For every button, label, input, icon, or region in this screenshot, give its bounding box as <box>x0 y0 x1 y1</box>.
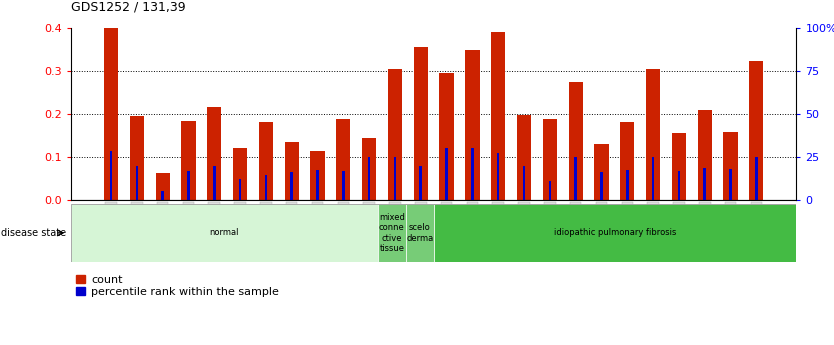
Bar <box>368 157 370 200</box>
Bar <box>362 138 376 200</box>
Bar <box>445 148 448 200</box>
Text: GDS1252 / 131,39: GDS1252 / 131,39 <box>71 1 185 14</box>
Bar <box>703 168 706 200</box>
Bar <box>135 166 138 200</box>
Bar <box>652 157 655 200</box>
Text: mixed
conne
ctive
tissue: mixed conne ctive tissue <box>379 213 404 253</box>
Text: disease state: disease state <box>1 228 66 238</box>
Bar <box>626 170 629 200</box>
Bar <box>723 132 737 200</box>
Bar <box>207 107 221 200</box>
Text: normal: normal <box>209 228 239 237</box>
Bar <box>406 204 434 262</box>
Bar <box>161 190 164 200</box>
Bar <box>465 50 480 200</box>
Bar <box>543 119 557 200</box>
Bar <box>264 175 267 200</box>
Bar <box>646 69 661 200</box>
Bar <box>414 47 428 200</box>
Bar <box>595 144 609 200</box>
Bar <box>517 115 531 200</box>
Bar <box>104 28 118 200</box>
Bar <box>440 73 454 200</box>
Bar <box>239 179 241 200</box>
Bar <box>316 170 319 200</box>
Bar <box>420 166 422 200</box>
Bar <box>729 169 732 200</box>
Text: scelo
derma: scelo derma <box>406 223 434 243</box>
Legend: count, percentile rank within the sample: count, percentile rank within the sample <box>77 275 279 297</box>
Bar <box>491 32 505 200</box>
Bar <box>290 172 293 200</box>
Bar <box>600 172 603 200</box>
Bar <box>755 157 757 200</box>
Bar <box>336 119 350 200</box>
Bar <box>471 148 474 200</box>
Bar <box>130 116 144 200</box>
Bar <box>284 142 299 200</box>
Bar <box>620 122 635 200</box>
Bar <box>187 171 189 200</box>
Bar <box>388 69 402 200</box>
Bar <box>678 171 681 200</box>
Bar <box>213 167 215 200</box>
Bar <box>233 148 247 200</box>
Bar <box>181 121 195 200</box>
Bar <box>71 204 378 262</box>
Bar <box>378 204 406 262</box>
Bar <box>155 173 169 200</box>
Bar <box>342 171 344 200</box>
Bar <box>310 151 324 200</box>
Bar <box>698 110 712 200</box>
Bar <box>497 152 500 200</box>
Bar <box>569 81 583 200</box>
Bar <box>549 181 551 200</box>
Bar <box>672 133 686 200</box>
Bar <box>394 157 396 200</box>
Bar <box>110 150 113 200</box>
Bar <box>259 122 273 200</box>
Bar <box>434 204 796 262</box>
Text: idiopathic pulmonary fibrosis: idiopathic pulmonary fibrosis <box>554 228 676 237</box>
Bar <box>523 166 525 200</box>
Bar <box>575 157 577 200</box>
Bar <box>749 61 763 200</box>
